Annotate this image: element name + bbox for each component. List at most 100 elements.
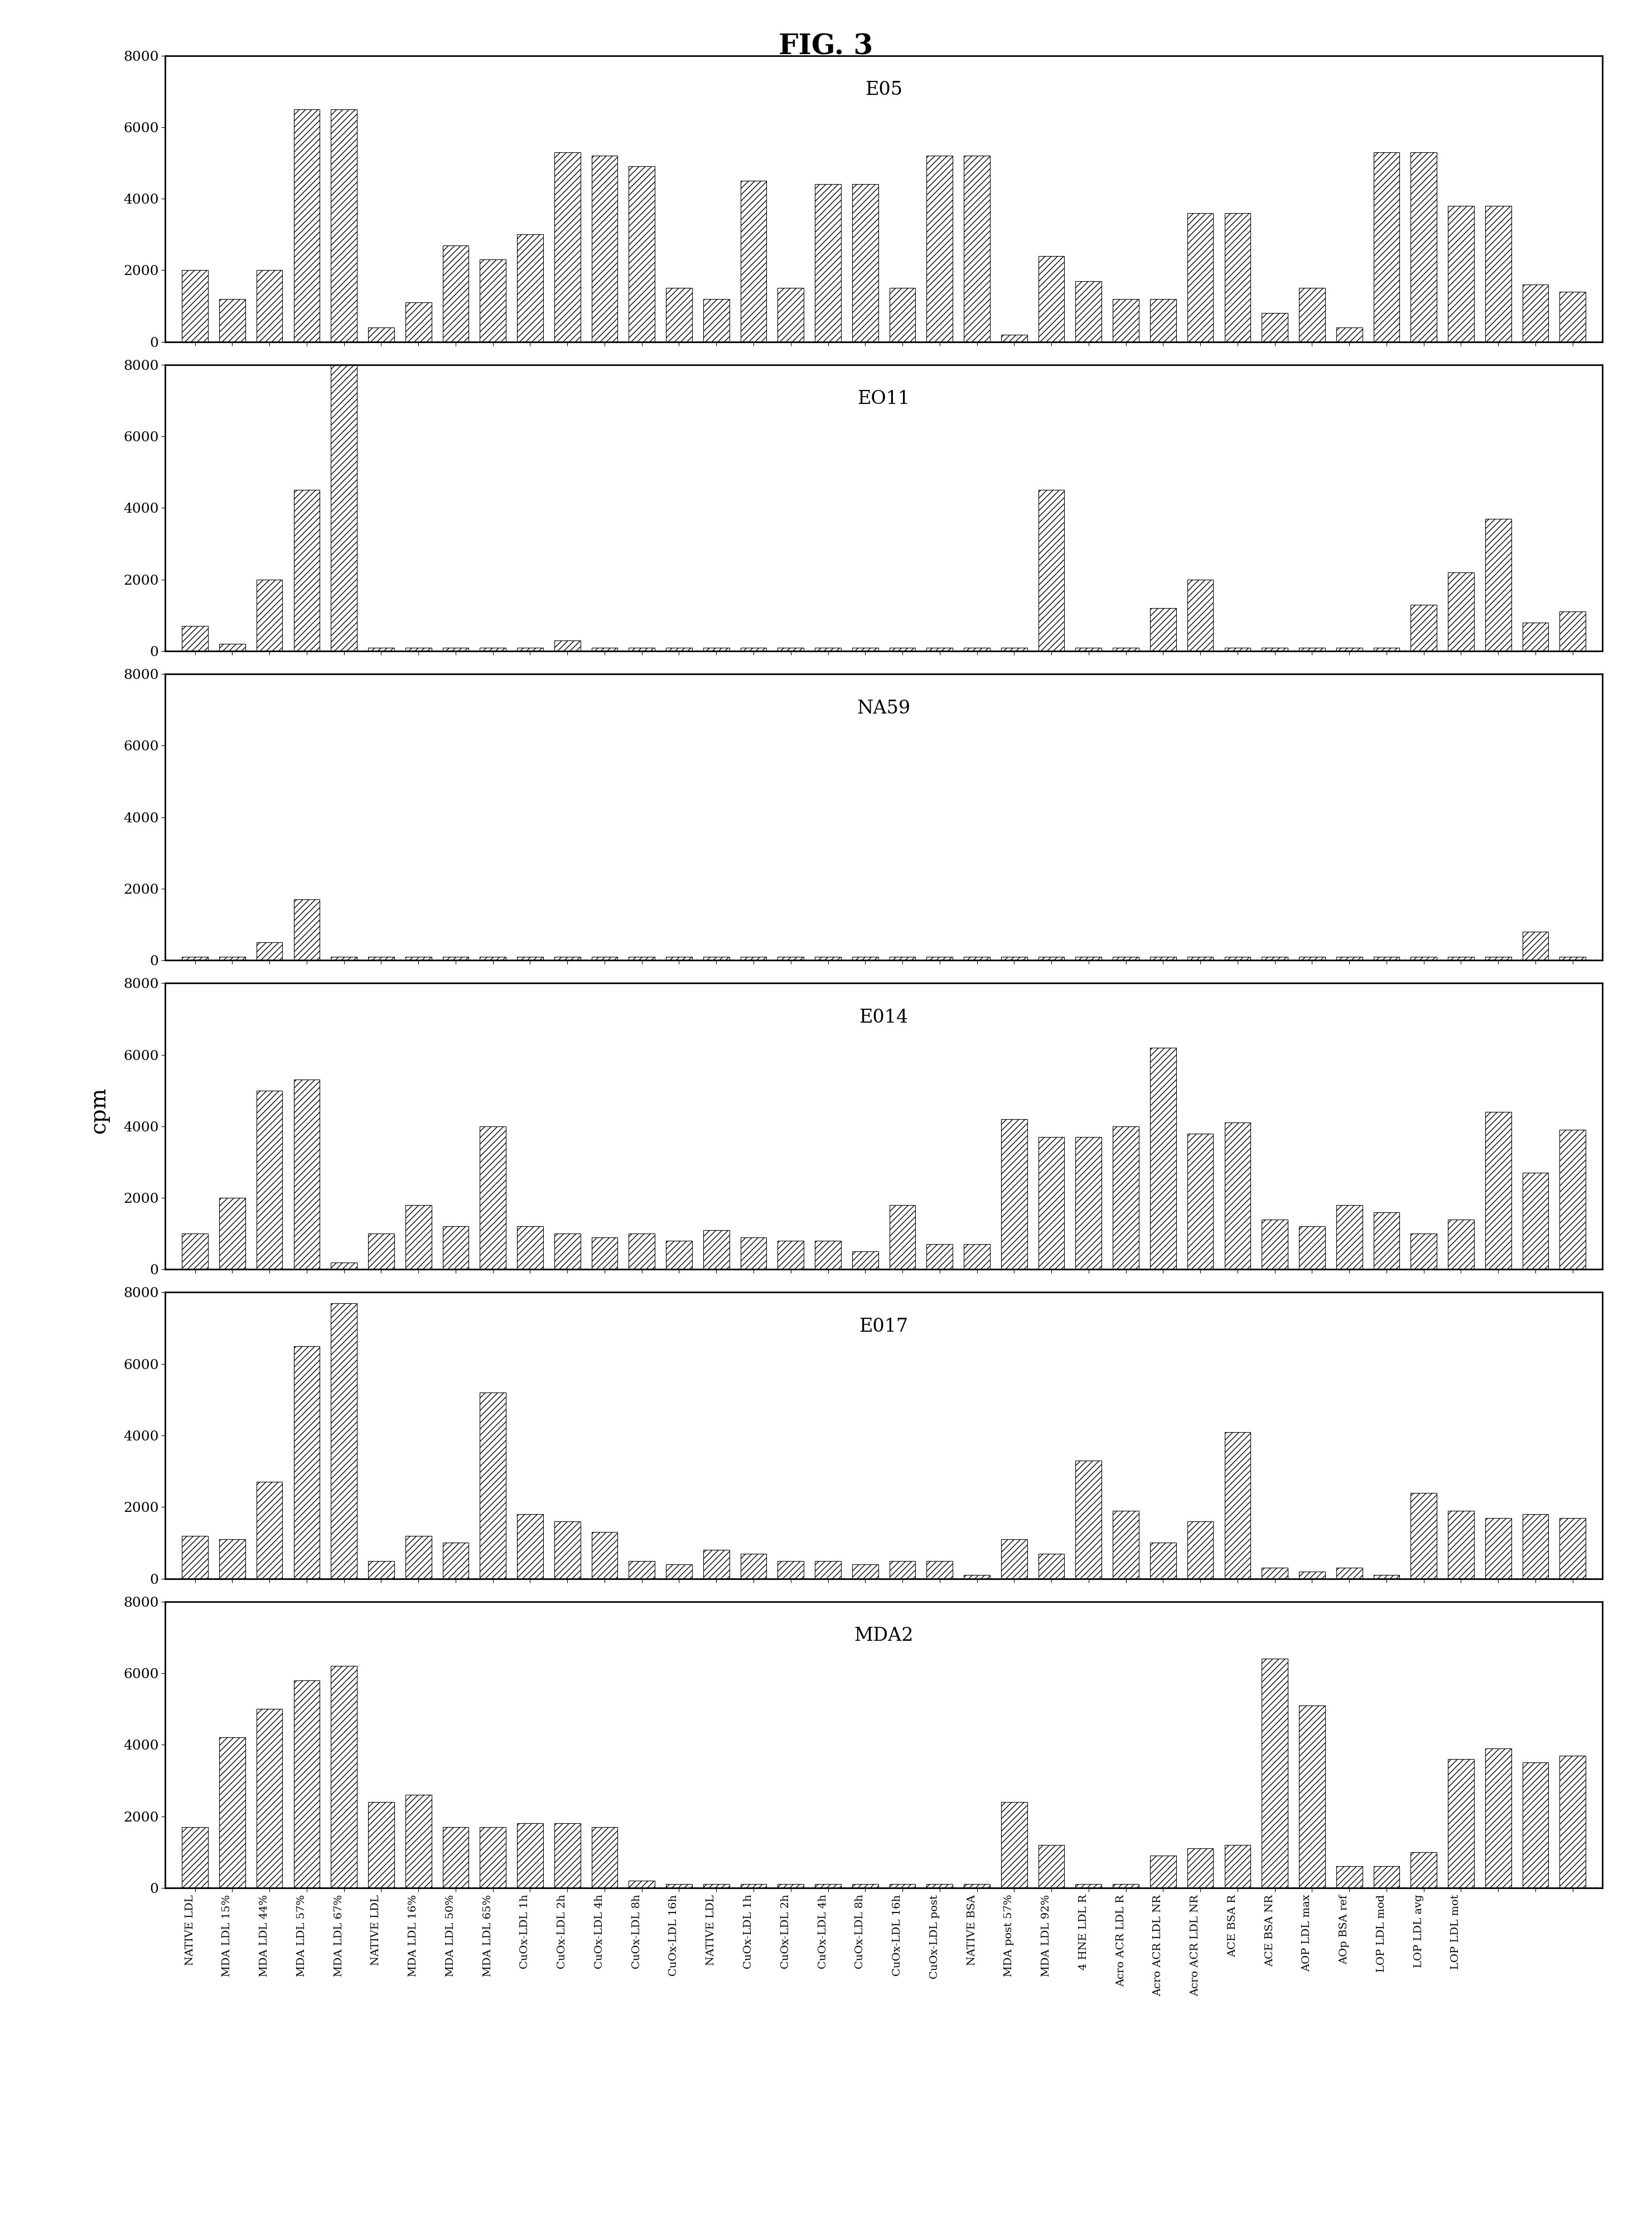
Bar	[629, 649, 654, 651]
Bar	[629, 1233, 654, 1270]
Bar	[1447, 1759, 1474, 1888]
Bar	[368, 1233, 395, 1270]
Bar	[1001, 957, 1028, 959]
Bar	[256, 942, 282, 959]
Bar	[1150, 1048, 1176, 1270]
Bar	[1523, 931, 1548, 959]
Bar	[666, 649, 692, 651]
Bar	[294, 900, 320, 959]
Bar	[1485, 1748, 1512, 1888]
Bar	[182, 957, 208, 959]
Bar	[1336, 1206, 1363, 1270]
Bar	[1150, 1544, 1176, 1579]
Bar	[479, 1828, 506, 1888]
Bar	[1373, 649, 1399, 651]
Bar	[1224, 957, 1251, 959]
Bar	[740, 1237, 767, 1270]
Bar	[220, 300, 244, 342]
Bar	[1298, 289, 1325, 342]
Bar	[927, 957, 953, 959]
Bar	[778, 1561, 805, 1579]
Bar	[1523, 1763, 1548, 1888]
Bar	[927, 1561, 953, 1579]
Bar	[963, 155, 990, 342]
Bar	[368, 957, 395, 959]
Bar	[330, 1262, 357, 1270]
Bar	[1523, 622, 1548, 651]
Bar	[256, 580, 282, 651]
Bar	[256, 271, 282, 342]
Bar	[1188, 1521, 1213, 1579]
Bar	[704, 957, 729, 959]
Bar	[1447, 957, 1474, 959]
Bar	[1075, 957, 1102, 959]
Bar	[294, 109, 320, 342]
Bar	[1411, 604, 1437, 651]
Bar	[1373, 957, 1399, 959]
Bar	[629, 957, 654, 959]
Bar	[368, 1561, 395, 1579]
Bar	[778, 649, 805, 651]
Bar	[220, 1539, 244, 1579]
Bar	[629, 1881, 654, 1888]
Bar	[1262, 1219, 1289, 1270]
Bar	[927, 1244, 953, 1270]
Bar	[852, 1253, 879, 1270]
Bar	[330, 109, 357, 342]
Bar	[1150, 300, 1176, 342]
Text: E014: E014	[859, 1008, 909, 1026]
Bar	[814, 1883, 841, 1888]
Bar	[330, 957, 357, 959]
Bar	[591, 1237, 618, 1270]
Bar	[704, 300, 729, 342]
Bar	[1262, 957, 1289, 959]
Bar	[1411, 957, 1437, 959]
Bar	[778, 1883, 805, 1888]
Bar	[517, 649, 544, 651]
Bar	[1113, 1126, 1138, 1270]
Bar	[405, 1535, 431, 1579]
Bar	[330, 358, 357, 651]
Bar	[1001, 335, 1028, 342]
Bar	[182, 1535, 208, 1579]
Bar	[256, 1481, 282, 1579]
Bar	[479, 957, 506, 959]
Bar	[443, 957, 469, 959]
Bar	[1447, 207, 1474, 342]
Bar	[517, 235, 544, 342]
Bar	[1373, 1213, 1399, 1270]
Bar	[591, 1532, 618, 1579]
Bar	[666, 1242, 692, 1270]
Bar	[1559, 957, 1586, 959]
Bar	[927, 1883, 953, 1888]
Bar	[555, 640, 580, 651]
Bar	[1262, 1568, 1289, 1579]
Bar	[368, 1801, 395, 1888]
Bar	[1336, 649, 1363, 651]
Bar	[1298, 1572, 1325, 1579]
Text: EO11: EO11	[857, 391, 910, 409]
Bar	[1298, 1706, 1325, 1888]
Bar	[1336, 326, 1363, 342]
Bar	[1001, 1539, 1028, 1579]
Bar	[1485, 520, 1512, 651]
Bar	[1224, 1846, 1251, 1888]
Bar	[182, 626, 208, 651]
Bar	[1411, 1233, 1437, 1270]
Bar	[1113, 957, 1138, 959]
Bar	[1298, 649, 1325, 651]
Bar	[1559, 291, 1586, 342]
Bar	[368, 326, 395, 342]
Bar	[666, 1883, 692, 1888]
Bar	[1075, 282, 1102, 342]
Bar	[1559, 611, 1586, 651]
Bar	[629, 1561, 654, 1579]
Bar	[517, 1823, 544, 1888]
Bar	[1523, 1515, 1548, 1579]
Bar	[1411, 153, 1437, 342]
Bar	[1224, 213, 1251, 342]
Bar	[740, 957, 767, 959]
Bar	[182, 271, 208, 342]
Bar	[814, 1561, 841, 1579]
Bar	[479, 260, 506, 342]
